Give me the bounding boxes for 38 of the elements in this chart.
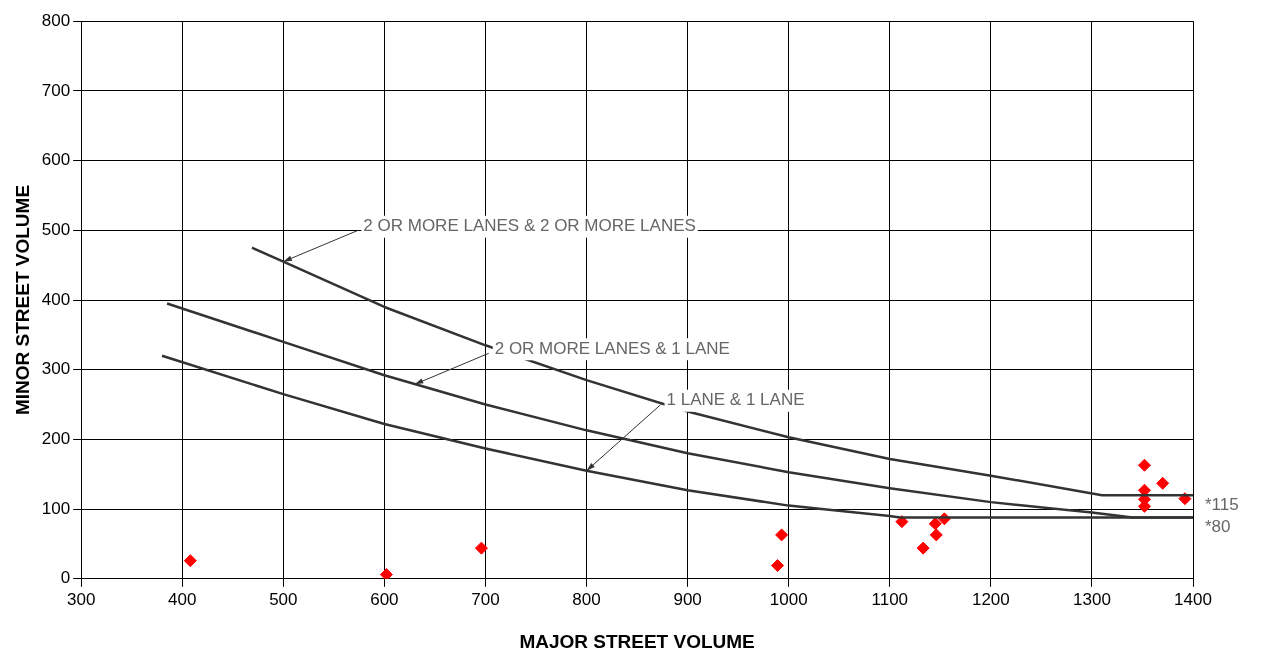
y-tick-label: 300 [41, 359, 71, 379]
point [379, 568, 393, 579]
point [775, 528, 789, 542]
point [928, 517, 942, 531]
x-tick-label: 300 [66, 589, 96, 609]
annotation: 1 LANE & 1 LANE [666, 390, 805, 410]
x-tick-label: 1400 [1174, 589, 1212, 609]
y-axis-title: MINOR STREET VOLUME [11, 184, 33, 416]
point [929, 528, 943, 542]
annotation: *80 [1205, 517, 1231, 537]
annotation: 2 OR MORE LANES & 1 LANE [494, 339, 730, 359]
x-tick-label: 1100 [871, 589, 909, 609]
x-tick-label: 600 [370, 589, 399, 609]
point [1137, 458, 1151, 472]
point [916, 541, 930, 555]
x-tick-label: 400 [168, 589, 197, 609]
x-axis-title: MAJOR STREET VOLUME [519, 630, 755, 652]
x-tick-label: 500 [269, 589, 298, 609]
y-tick-label: 600 [41, 150, 71, 170]
y-tick-label: 700 [41, 80, 71, 100]
y-tick-label: 0 [60, 568, 71, 588]
x-tick-label: 1000 [769, 589, 808, 609]
y-tick-label: 800 [41, 10, 71, 30]
x-tick-label: 700 [471, 589, 500, 609]
y-tick-label: 500 [41, 219, 71, 239]
annotation: *115 [1205, 494, 1239, 514]
y-tick-label: 400 [41, 289, 71, 309]
point [1156, 476, 1170, 490]
x-tick-label: 1200 [971, 589, 1010, 609]
point [183, 554, 197, 568]
x-tick-label: 1300 [1073, 589, 1111, 609]
x-tick-label: 800 [572, 589, 601, 609]
y-tick-label: 100 [41, 498, 71, 518]
point [474, 541, 488, 555]
x-tick-label: 900 [673, 589, 702, 609]
y-tick-label: 200 [41, 429, 71, 449]
annotation: 2 OR MORE LANES & 2 OR MORE LANES [363, 216, 696, 236]
point [771, 559, 785, 573]
